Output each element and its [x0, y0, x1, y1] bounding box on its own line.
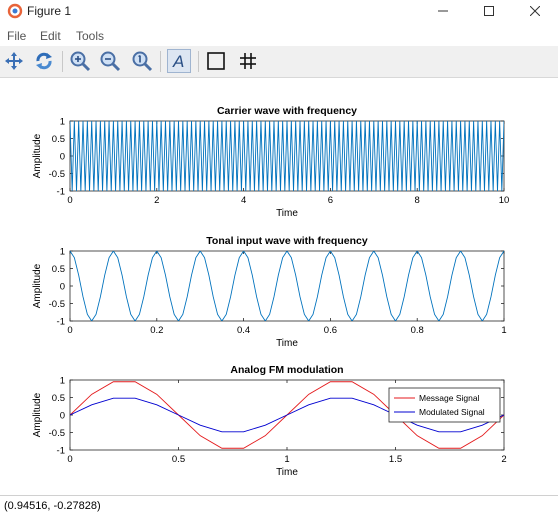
legend-label: Message Signal	[419, 393, 480, 403]
menu-edit[interactable]: Edit	[40, 29, 61, 43]
x-axis-label: Time	[276, 467, 298, 478]
zoom-in-button[interactable]	[68, 49, 92, 73]
x-tick-label: 0.2	[150, 325, 163, 336]
x-tick-label: 0	[67, 325, 72, 336]
x-tick-label: 1	[284, 454, 289, 465]
zoom-reset-icon	[132, 51, 153, 72]
grid-button[interactable]	[236, 49, 260, 73]
x-tick-label: 2	[154, 195, 159, 206]
close-button[interactable]	[512, 0, 558, 22]
figure-toolbar: A	[0, 46, 558, 78]
menu-file[interactable]: File	[7, 29, 27, 43]
title-bar: Figure 1	[0, 0, 558, 22]
svg-text:A: A	[172, 52, 184, 71]
status-bar: (0.94516, -0.27828)	[0, 495, 558, 518]
x-tick-label: 8	[415, 195, 420, 206]
rotate-icon	[36, 52, 52, 70]
y-tick-label: -0.5	[49, 428, 65, 439]
toolbar-separator	[198, 51, 199, 72]
axes-box-icon	[207, 52, 225, 70]
x-axis-label: Time	[276, 208, 298, 219]
x-tick-label: 1.5	[389, 454, 402, 465]
x-tick-label: 2	[501, 454, 506, 465]
text-icon: A	[172, 52, 184, 71]
x-tick-label: 0.4	[237, 325, 250, 336]
octave-app-icon	[7, 3, 23, 19]
y-tick-label: 0	[60, 152, 65, 163]
legend-box	[388, 387, 501, 423]
toolbar-separator	[160, 51, 161, 72]
pan-icon	[5, 52, 23, 70]
series-line-tonal-input	[70, 251, 504, 321]
y-tick-label: -0.5	[49, 299, 65, 310]
y-tick-label: 0	[60, 411, 65, 422]
zoom-in-icon	[70, 51, 91, 72]
x-tick-label: 0.8	[411, 325, 424, 336]
series-line-modulated-signal	[70, 397, 504, 433]
close-icon	[530, 6, 540, 16]
y-axis-label: Amplitude	[32, 133, 43, 178]
y-tick-label: 0.5	[52, 264, 65, 275]
x-axis-label: Time	[276, 338, 298, 349]
figure-canvas[interactable]: Carrier wave with frequency 0 2 4 6 8 10 1 0.5 0-…	[0, 78, 558, 494]
subplot-title: Carrier wave with frequency	[217, 105, 357, 117]
axes-box	[69, 250, 505, 322]
minimize-button[interactable]	[420, 0, 466, 22]
insert-text-button[interactable]: A	[167, 49, 191, 73]
subplot-2: Tonal input wave with frequency 0 0.2 0.4 0.…	[32, 235, 507, 349]
subplot-title: Tonal input wave with frequency	[206, 235, 368, 247]
x-tick-label: 1	[501, 325, 506, 336]
x-tick-label: 10	[499, 195, 510, 206]
y-axis-label: Amplitude	[32, 263, 43, 308]
x-tick-label: 0	[67, 195, 72, 206]
y-tick-label: -1	[57, 187, 65, 198]
window-title: Figure 1	[27, 4, 72, 18]
subplot-title: Analog FM modulation	[230, 364, 343, 376]
y-tick-label: 0	[60, 282, 65, 293]
x-tick-label: 0.6	[324, 325, 337, 336]
zoom-out-button[interactable]	[98, 49, 122, 73]
axes-box-button[interactable]	[204, 49, 228, 73]
x-tick-label: 0.5	[172, 454, 185, 465]
pan-button[interactable]	[2, 49, 26, 73]
zoom-out-icon	[100, 51, 121, 72]
series-line-carrier	[70, 121, 504, 191]
maximize-button[interactable]	[466, 0, 512, 22]
y-tick-label: 0.5	[52, 134, 65, 145]
y-tick-label: 0.5	[52, 393, 65, 404]
pointer-coordinates: (0.94516, -0.27828)	[4, 500, 101, 512]
y-tick-label: -1	[57, 446, 65, 457]
x-tick-label: 0	[67, 454, 72, 465]
y-tick-label: 1	[60, 376, 65, 387]
toolbar-separator	[62, 51, 63, 72]
y-axis-label: Amplitude	[32, 392, 43, 437]
y-tick-label: 1	[60, 117, 65, 128]
rotate-button[interactable]	[32, 49, 56, 73]
zoom-reset-button[interactable]	[130, 49, 154, 73]
x-tick-label: 4	[241, 195, 246, 206]
subplot-3: Analog FM modulation 0 0.5 1 1.5 2 1 0.5 0 -0.5 -1…	[32, 364, 507, 478]
legend: Message Signal Modulated Signal	[388, 387, 501, 423]
menu-bar: File Edit Tools	[0, 27, 558, 45]
y-tick-label: -1	[57, 317, 65, 328]
minimize-icon	[438, 10, 448, 12]
y-tick-label: 1	[60, 247, 65, 258]
y-tick-label: -0.5	[49, 169, 65, 180]
maximize-icon	[484, 6, 494, 16]
x-tick-label: 6	[328, 195, 333, 206]
grid-icon	[240, 53, 256, 69]
legend-label: Modulated Signal	[419, 407, 485, 417]
menu-tools[interactable]: Tools	[76, 29, 105, 43]
